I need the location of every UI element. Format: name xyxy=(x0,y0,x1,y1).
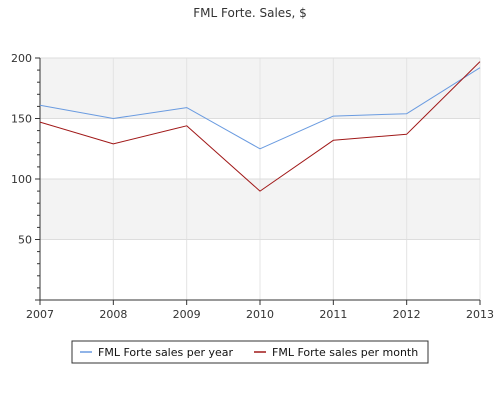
y-tick-label: 50 xyxy=(18,234,32,247)
legend-box xyxy=(71,340,429,364)
x-tick-label: 2008 xyxy=(99,308,127,321)
series-line-month xyxy=(39,61,481,192)
legend-label-month: FML Forte sales per month xyxy=(272,346,418,359)
y-tick-label: 100 xyxy=(11,173,32,186)
x-tick-label: 2009 xyxy=(173,308,201,321)
x-tick-label: 2011 xyxy=(319,308,347,321)
x-tick-label: 2012 xyxy=(393,308,421,321)
x-tick-label: 2013 xyxy=(466,308,494,321)
x-tick-label: 2007 xyxy=(26,308,54,321)
legend-label-year: FML Forte sales per year xyxy=(98,346,234,359)
series-line-year xyxy=(39,67,481,150)
x-tick-label: 2010 xyxy=(246,308,274,321)
legend: FML Forte sales per year FML Forte sales… xyxy=(71,340,429,364)
chart-title: FML Forte. Sales, $ xyxy=(193,6,306,20)
grid-lines xyxy=(39,57,481,300)
axes: 50 100 150 200 2007 2008 2009 2010 2011 2012 2013 xyxy=(11,52,494,321)
y-tick-label: 150 xyxy=(11,113,32,126)
series-lines xyxy=(39,61,481,192)
y-tick-label: 200 xyxy=(11,52,32,65)
